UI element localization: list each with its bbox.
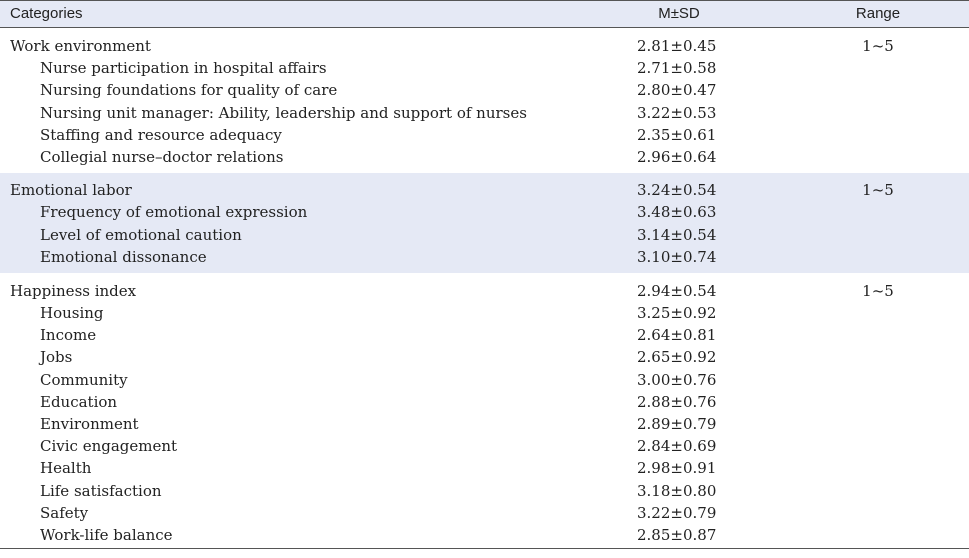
group-msd: 2.81±0.45 <box>637 37 717 55</box>
item-label: Nurse participation in hospital affairs <box>40 59 327 78</box>
table-row: Frequency of emotional expression 3.48±0… <box>0 201 969 223</box>
table-row: Housing 3.25±0.92 <box>0 302 969 324</box>
table-row: Staffing and resource adequacy 2.35±0.61 <box>0 124 969 146</box>
item-msd: 2.88±0.76 <box>637 392 717 411</box>
item-label: Education <box>40 392 118 411</box>
table-row: Emotional dissonance 3.10±0.74 <box>0 246 969 268</box>
item-label: Level of emotional caution <box>40 225 242 244</box>
group-range: 1~5 <box>862 37 894 55</box>
item-label: Work-life balance <box>40 525 173 544</box>
item-msd: 2.84±0.69 <box>637 437 717 456</box>
group-emotional-labor: Emotional labor 3.24±0.54 1~5 Frequency … <box>0 173 969 273</box>
group-range: 1~5 <box>862 281 894 300</box>
table-row: Safety 3.22±0.79 <box>0 502 969 524</box>
table-row: Civic engagement 2.84±0.69 <box>0 435 969 457</box>
table-row: Work-life balance 2.85±0.87 <box>0 524 969 546</box>
item-msd: 3.25±0.92 <box>637 304 717 323</box>
table-bottom-rule <box>0 548 969 550</box>
item-label: Frequency of emotional expression <box>40 203 308 222</box>
table-row: Nursing foundations for quality of care … <box>0 79 969 101</box>
item-msd: 2.85±0.87 <box>637 525 717 544</box>
group-title: Happiness index <box>10 281 137 300</box>
group-range: 1~5 <box>862 181 894 200</box>
header-categories: Categories <box>10 5 83 22</box>
table-row: Environment 2.89±0.79 <box>0 413 969 435</box>
item-msd: 3.48±0.63 <box>637 203 717 222</box>
item-msd: 2.64±0.81 <box>637 326 717 345</box>
item-label: Staffing and resource adequacy <box>40 125 282 144</box>
item-label: Community <box>40 370 128 389</box>
table-row: Education 2.88±0.76 <box>0 391 969 413</box>
table-header: Categories M±SD Range <box>0 0 969 28</box>
table-row: Life satisfaction 3.18±0.80 <box>0 480 969 502</box>
item-msd: 2.35±0.61 <box>637 125 717 144</box>
item-label: Safety <box>40 503 89 522</box>
item-msd: 2.96±0.64 <box>637 147 717 166</box>
item-label: Emotional dissonance <box>40 247 207 266</box>
item-msd: 2.80±0.47 <box>637 81 717 100</box>
item-msd: 2.98±0.91 <box>637 459 717 478</box>
item-msd: 3.14±0.54 <box>637 225 717 244</box>
group-msd: 3.24±0.54 <box>637 181 717 200</box>
item-msd: 3.22±0.79 <box>637 503 717 522</box>
item-msd: 3.22±0.53 <box>637 103 717 122</box>
table-row: Collegial nurse–doctor relations 2.96±0.… <box>0 146 969 168</box>
item-label: Life satisfaction <box>40 481 162 500</box>
item-label: Collegial nurse–doctor relations <box>40 147 284 166</box>
table-row: Happiness index 2.94±0.54 1~5 <box>0 280 969 302</box>
table-row: Nurse participation in hospital affairs … <box>0 57 969 79</box>
item-msd: 2.89±0.79 <box>637 415 717 433</box>
item-label: Civic engagement <box>40 437 178 456</box>
group-msd: 2.94±0.54 <box>637 281 717 300</box>
table-row: Level of emotional caution 3.14±0.54 <box>0 224 969 246</box>
item-msd: 2.65±0.92 <box>637 348 717 367</box>
header-range: Range <box>855 5 901 22</box>
item-msd: 3.00±0.76 <box>637 370 717 389</box>
item-label: Environment <box>40 415 139 433</box>
item-label: Nursing foundations for quality of care <box>40 81 338 100</box>
item-msd: 3.18±0.80 <box>637 481 717 500</box>
table-row: Income 2.64±0.81 <box>0 324 969 346</box>
table-row: Community 3.00±0.76 <box>0 369 969 391</box>
group-happiness-index: Happiness index 2.94±0.54 1~5 Housing 3.… <box>0 273 969 548</box>
item-label: Housing <box>40 304 104 323</box>
table-row: Emotional labor 3.24±0.54 1~5 <box>0 179 969 201</box>
group-work-environment: Work environment 2.81±0.45 1~5 Nurse par… <box>0 28 969 173</box>
table-row: Nursing unit manager: Ability, leadershi… <box>0 102 969 124</box>
item-msd: 3.10±0.74 <box>637 247 717 266</box>
item-label: Health <box>40 459 92 478</box>
item-label: Jobs <box>40 348 73 367</box>
header-msd: M±SD <box>658 5 700 22</box>
item-msd: 2.71±0.58 <box>637 59 717 78</box>
group-title: Work environment <box>10 37 151 55</box>
group-title: Emotional labor <box>10 181 132 200</box>
item-label: Income <box>40 326 97 345</box>
table-row: Work environment 2.81±0.45 1~5 <box>0 35 969 57</box>
table-row: Jobs 2.65±0.92 <box>0 346 969 368</box>
table-row: Health 2.98±0.91 <box>0 457 969 479</box>
item-label: Nursing unit manager: Ability, leadershi… <box>40 103 527 122</box>
